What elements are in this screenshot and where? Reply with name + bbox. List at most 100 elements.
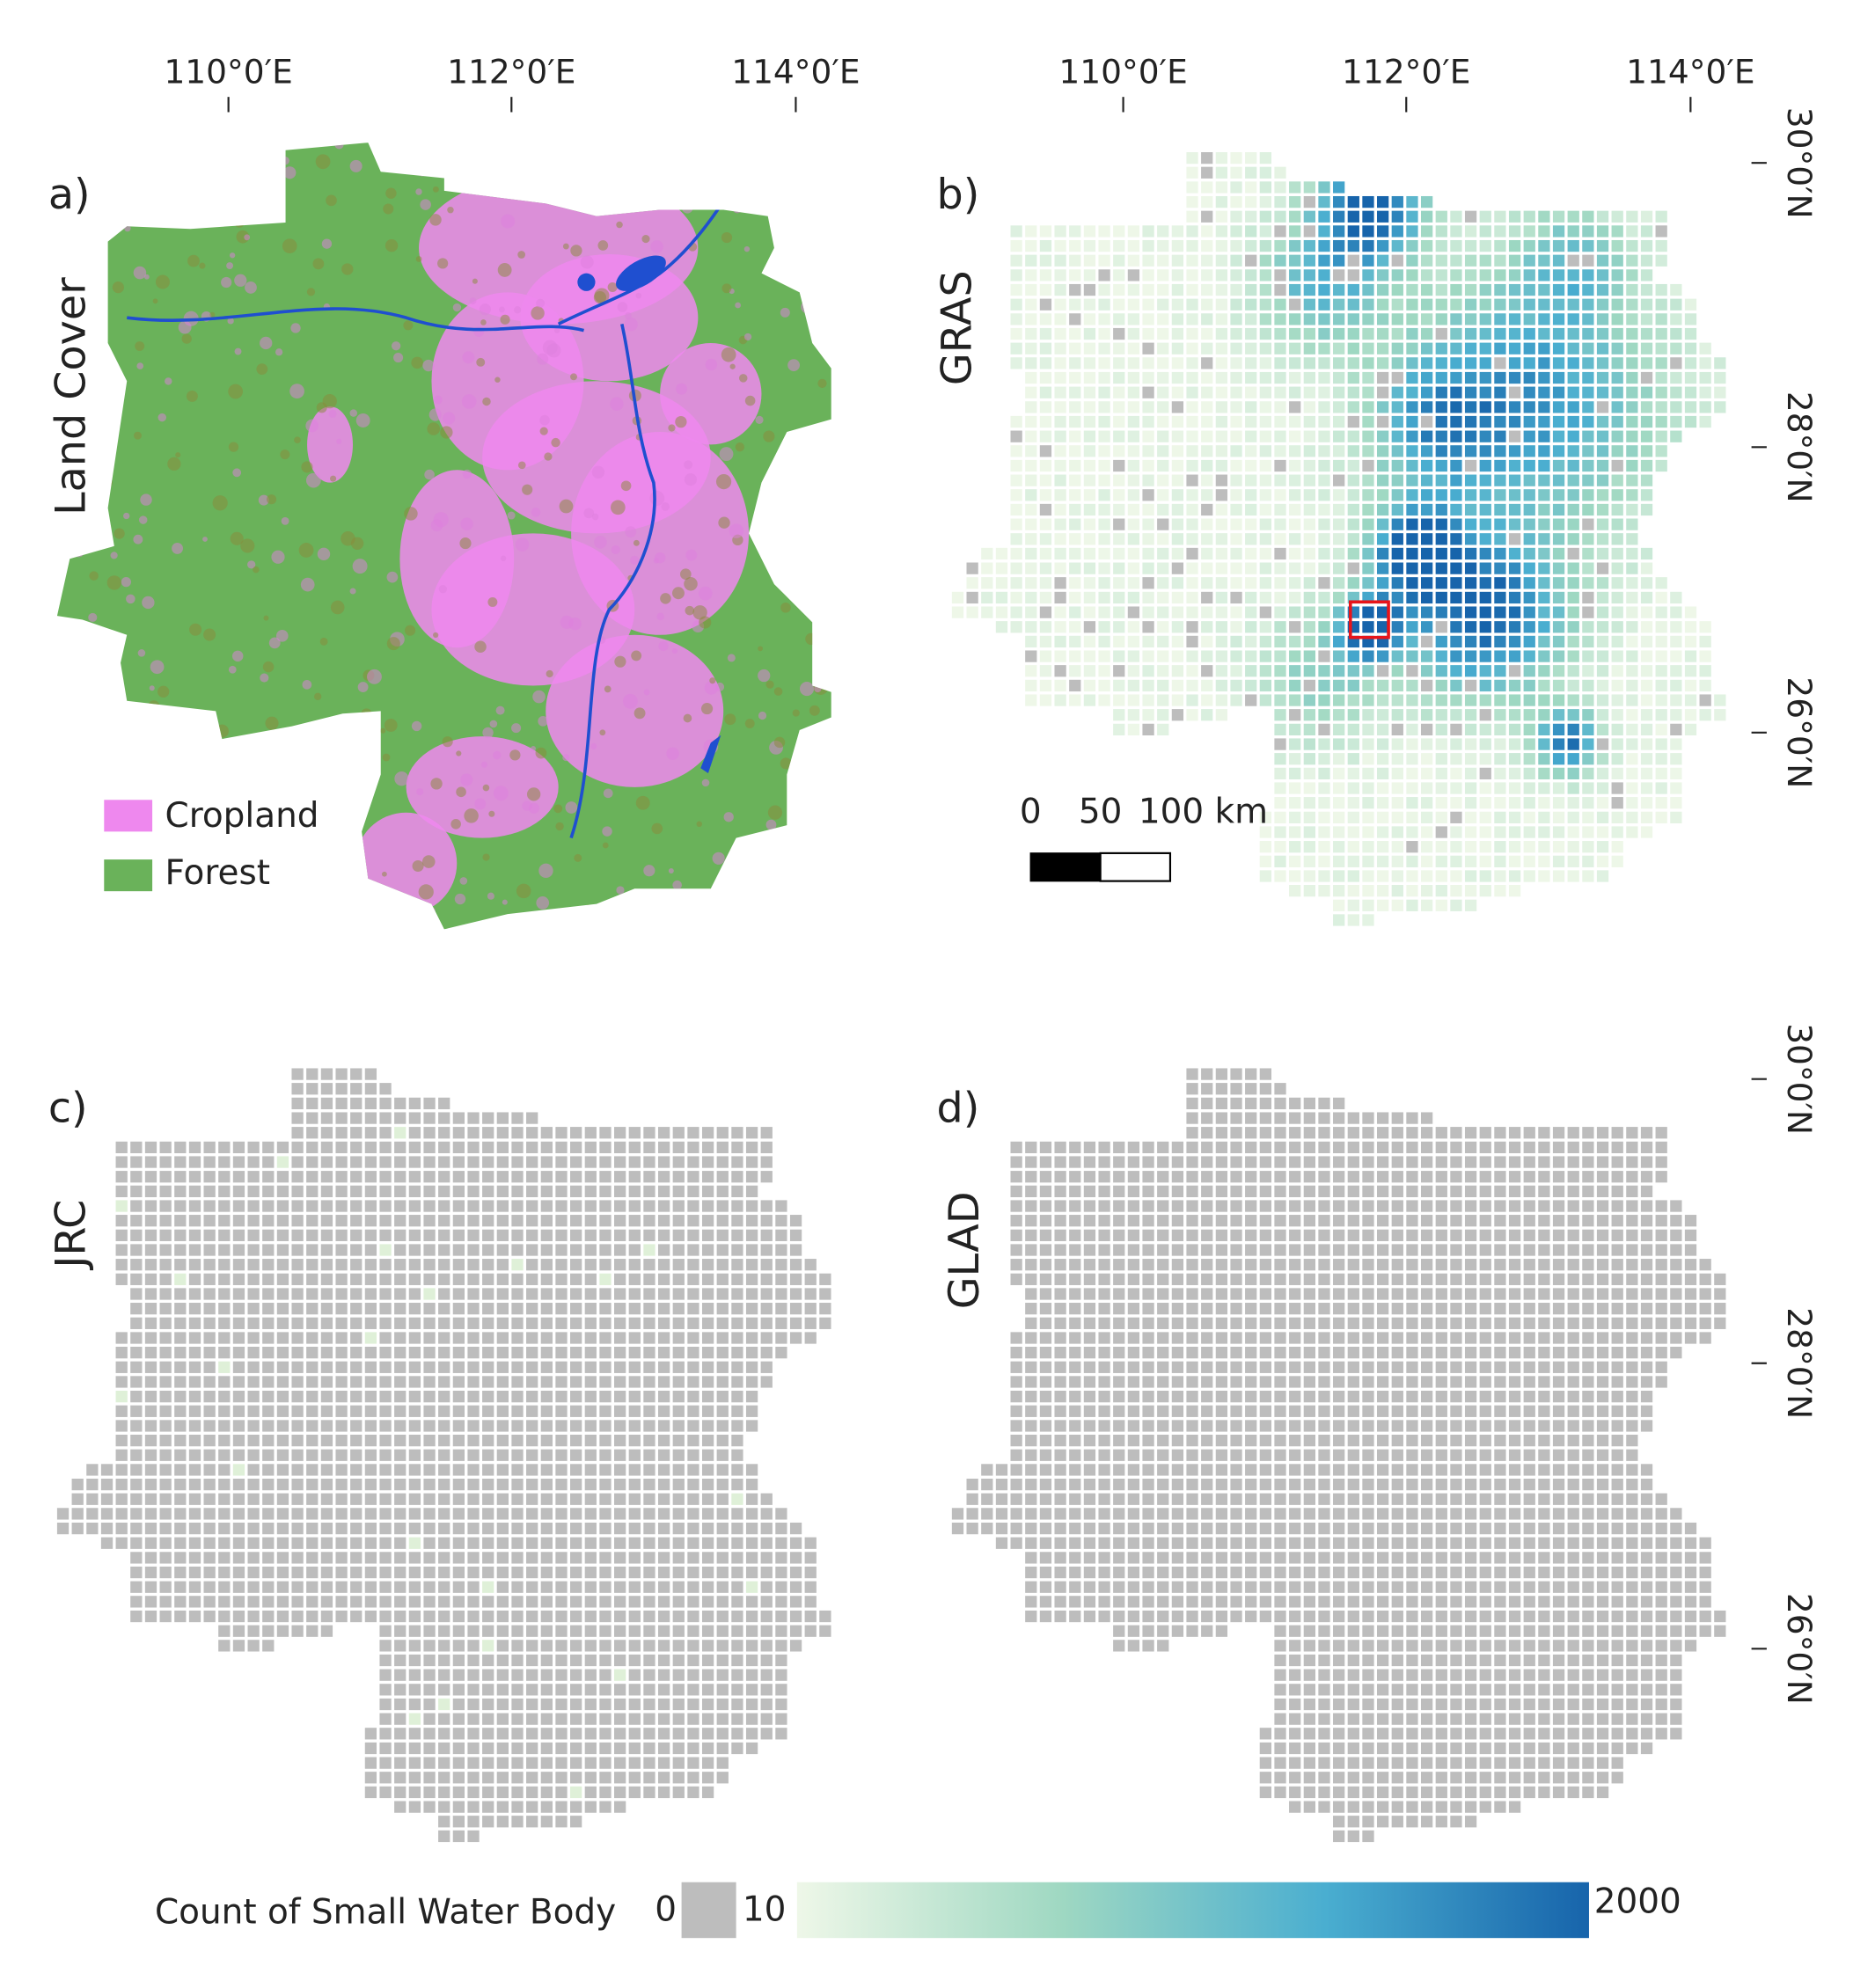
- grid-cell: [467, 1405, 480, 1417]
- texture: [234, 347, 242, 355]
- grid-cell: [130, 1141, 143, 1154]
- grid-cell: [1259, 401, 1271, 413]
- grid-cell: [144, 1171, 157, 1183]
- grid-cell: [115, 1522, 128, 1535]
- texture: [743, 245, 751, 252]
- grid-cell: [1464, 665, 1477, 677]
- grid-cell: [1157, 1478, 1169, 1491]
- grid-cell: [262, 1288, 275, 1300]
- grid-cell: [1582, 342, 1594, 354]
- grid-cell: [745, 1508, 758, 1520]
- grid-cell: [570, 1654, 582, 1667]
- grid-cell: [614, 1537, 626, 1549]
- grid-cell: [1289, 738, 1301, 750]
- grid-cell: [1655, 709, 1667, 721]
- grid-cell: [1098, 371, 1110, 384]
- grid-cell: [1479, 782, 1491, 794]
- texture: [422, 359, 435, 372]
- grid-cell: [687, 1420, 699, 1432]
- grid-cell: [1406, 855, 1418, 867]
- grid-cell: [1596, 342, 1609, 354]
- grid-cell: [1171, 503, 1184, 516]
- grid-map: [951, 1068, 1726, 1843]
- texture: [546, 343, 561, 358]
- grid-cell: [1259, 445, 1271, 457]
- grid-cell: [745, 1317, 758, 1329]
- grid-cell: [218, 1390, 231, 1403]
- grid-cell: [1274, 753, 1286, 765]
- grid-cell: [1069, 474, 1081, 486]
- texture: [134, 431, 142, 440]
- texture: [660, 593, 671, 604]
- grid-cell: [1640, 357, 1653, 369]
- grid-cell: [1362, 665, 1374, 677]
- grid-cell: [452, 1390, 465, 1403]
- grid-cell: [364, 1449, 377, 1461]
- grid-cell: [570, 1376, 582, 1388]
- grid-cell: [1582, 239, 1594, 252]
- grid-cell: [1420, 489, 1433, 501]
- grid-cell: [584, 1742, 597, 1755]
- grid-cell: [1582, 753, 1594, 765]
- grid-cell: [789, 1581, 802, 1593]
- texture: [459, 877, 468, 885]
- grid-cell: [1025, 621, 1037, 633]
- grid-cell: [701, 1288, 714, 1300]
- grid-cell: [657, 1156, 670, 1168]
- grid-cell: [1039, 489, 1052, 501]
- texture: [812, 325, 820, 332]
- grid-cell: [1039, 1522, 1052, 1535]
- grid-cell: [1201, 1390, 1213, 1403]
- grid-cell: [1362, 503, 1374, 516]
- grid-cell: [1069, 503, 1081, 516]
- grid-cell: [1464, 283, 1477, 296]
- grid-cell: [115, 1215, 128, 1227]
- texture: [553, 804, 563, 814]
- grid-cell: [496, 1229, 509, 1241]
- grid-cell: [1289, 371, 1301, 384]
- grid-cell: [701, 1215, 714, 1227]
- grid-cell: [672, 1742, 685, 1755]
- grid-cell: [1391, 298, 1403, 311]
- grid-cell: [584, 1200, 597, 1212]
- grid-cell: [628, 1522, 641, 1535]
- grid-cell: [115, 1244, 128, 1256]
- grid-cell: [1596, 855, 1609, 867]
- grid-cell: [1596, 445, 1609, 457]
- grid-cell: [1127, 562, 1140, 574]
- grid-cell: [1010, 562, 1022, 574]
- grid-cell: [335, 1229, 348, 1241]
- grid-cell: [1391, 723, 1403, 736]
- grid-cell: [335, 1200, 348, 1212]
- grid-cell: [1420, 709, 1433, 721]
- grid-cell: [540, 1552, 553, 1564]
- grid-cell: [394, 1698, 406, 1711]
- texture: [226, 262, 234, 270]
- grid-cell: [496, 1112, 509, 1124]
- grid-cell: [1318, 459, 1330, 472]
- grid-cell: [1274, 210, 1286, 223]
- grid-cell: [394, 1434, 406, 1447]
- grid-cell: [159, 1537, 172, 1549]
- grid-cell: [570, 1801, 582, 1813]
- grid-cell: [1215, 1097, 1228, 1110]
- grid-cell: [1699, 401, 1711, 413]
- grid-cell: [1098, 1566, 1110, 1579]
- grid-cell: [687, 1728, 699, 1740]
- grid-cell: [1245, 518, 1257, 530]
- grid-cell: [1083, 1171, 1096, 1183]
- texture: [633, 539, 640, 546]
- grid-cell: [188, 1332, 201, 1344]
- grid-cell: [745, 1581, 758, 1593]
- grid-cell: [804, 1596, 817, 1608]
- grid-cell: [716, 1478, 729, 1491]
- grid-cell: [643, 1405, 656, 1417]
- grid-cell: [599, 1244, 612, 1256]
- grid-cell: [467, 1347, 480, 1359]
- grid-cell: [1054, 1390, 1066, 1403]
- grid-cell: [130, 1171, 143, 1183]
- grid-cell: [570, 1625, 582, 1637]
- texture: [620, 480, 632, 492]
- grid-cell: [1552, 826, 1565, 838]
- grid-cell: [1391, 826, 1403, 838]
